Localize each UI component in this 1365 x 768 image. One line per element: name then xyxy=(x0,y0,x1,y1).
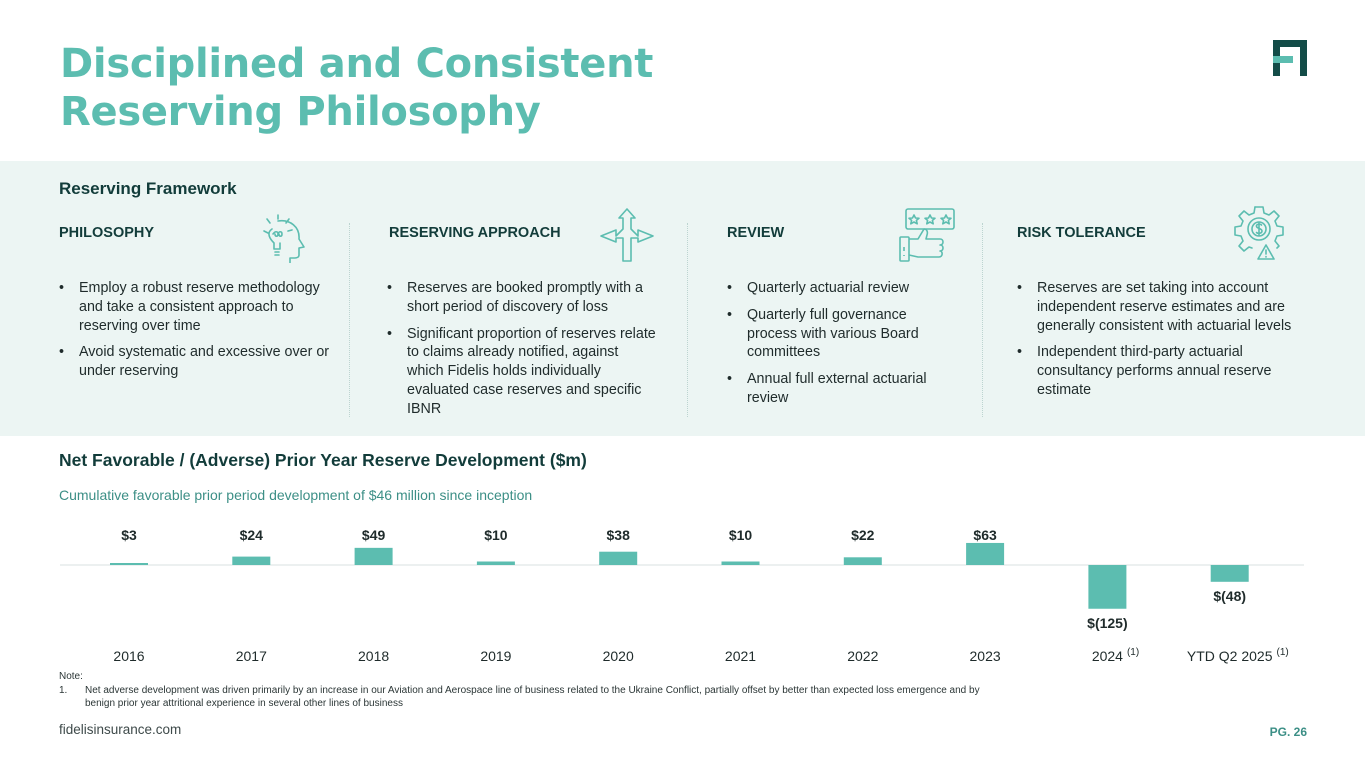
column-divider xyxy=(349,223,350,417)
column-divider xyxy=(687,223,688,417)
data-label: $(125) xyxy=(1087,615,1127,631)
split-arrows-icon xyxy=(600,208,654,262)
list-item: Reserves are set taking into account ind… xyxy=(1017,279,1297,335)
data-label: $24 xyxy=(240,527,264,543)
page-title-line-1: Disciplined and Consistent xyxy=(60,41,654,87)
philosophy-column: PHILOSOPHY Employ a robust reserve metho… xyxy=(0,161,350,436)
note-text: Net adverse development was driven prima… xyxy=(85,684,980,710)
risk-tolerance-column: RISK TOLERANCE Reserves are set taking i… xyxy=(983,161,1365,436)
fidelis-logo xyxy=(1273,40,1307,76)
footnote: Note: 1. Net adverse development was dri… xyxy=(59,670,1009,711)
chart-subtitle: Cumulative favorable prior period develo… xyxy=(59,487,533,503)
reserving-approach-heading: RESERVING APPROACH xyxy=(389,225,561,241)
risk-tolerance-bullets: Reserves are set taking into account ind… xyxy=(1017,279,1297,408)
data-label: $49 xyxy=(362,527,386,543)
data-label: $(48) xyxy=(1213,588,1246,604)
risk-tolerance-heading: RISK TOLERANCE xyxy=(1017,225,1146,241)
category-label: 2019 xyxy=(480,648,511,664)
list-item: Avoid systematic and excessive over or u… xyxy=(59,343,339,381)
reserving-approach-bullets: Reserves are booked promptly with a shor… xyxy=(387,279,657,427)
bar-2016 xyxy=(110,563,148,565)
list-item: Annual full external actuarial review xyxy=(727,370,957,408)
category-label: 2020 xyxy=(603,648,634,664)
bar-2019 xyxy=(476,561,515,565)
chart-title: Net Favorable / (Adverse) Prior Year Res… xyxy=(59,450,587,470)
framework-title: Reserving Framework xyxy=(59,179,237,198)
bar-2018 xyxy=(354,547,393,565)
data-label: $10 xyxy=(484,527,508,543)
list-item: Employ a robust reserve methodology and … xyxy=(59,279,339,335)
rating-thumbs-up-icon xyxy=(899,208,955,262)
data-label: $38 xyxy=(607,527,631,543)
category-label: YTD Q2 2025 xyxy=(1187,648,1273,664)
data-label: $10 xyxy=(729,527,753,543)
list-item: Reserves are booked promptly with a shor… xyxy=(387,279,657,317)
page-number: PG. 26 xyxy=(1269,725,1307,739)
bar-ytd-q2-2025 xyxy=(1210,565,1249,582)
page-title: Disciplined and Consistent Reserving Phi… xyxy=(60,40,760,136)
data-label: $22 xyxy=(851,527,875,543)
review-column: REVIEW Quarterly actuarial review Quarte… xyxy=(688,161,983,436)
column-divider xyxy=(982,223,983,417)
bar-2024 xyxy=(1088,565,1127,609)
list-item: Quarterly full governance process with v… xyxy=(727,306,957,362)
bar-2022 xyxy=(843,557,882,565)
review-heading: REVIEW xyxy=(727,225,785,241)
review-bullets: Quarterly actuarial review Quarterly ful… xyxy=(727,279,957,416)
note-item: 1. Net adverse development was driven pr… xyxy=(59,684,1009,711)
list-item: Significant proportion of reserves relat… xyxy=(387,325,657,419)
category-footnote-marker: (1) xyxy=(1277,647,1289,658)
idea-head-icon xyxy=(263,214,305,263)
reserving-approach-column: RESERVING APPROACH Reserves are booked p… xyxy=(350,161,688,436)
category-label: 2023 xyxy=(970,648,1001,664)
bar-2021 xyxy=(721,561,760,565)
category-label: 2024 xyxy=(1092,648,1123,664)
category-footnote-marker: (1) xyxy=(1127,647,1139,658)
philosophy-bullets: Employ a robust reserve methodology and … xyxy=(59,279,339,389)
category-label: 2018 xyxy=(358,648,389,664)
bar-2020 xyxy=(599,551,638,565)
data-label: $3 xyxy=(121,527,137,543)
list-item: Independent third-party actuarial consul… xyxy=(1017,343,1297,399)
bar-2023 xyxy=(966,542,1005,565)
reserving-framework-panel: Reserving Framework PHILOSOPHY Employ a … xyxy=(0,161,1365,436)
category-label: 2021 xyxy=(725,648,756,664)
reserve-development-bar-chart: $3 2016 $24 2017 $49 2018 $10 2019 $38 2020 $10 202… xyxy=(60,527,1304,664)
philosophy-heading: PHILOSOPHY xyxy=(59,225,155,241)
bar-2017 xyxy=(232,556,271,565)
page-title-line-2: Reserving Philosophy xyxy=(60,89,541,135)
footer-url: fidelisinsurance.com xyxy=(59,722,182,737)
list-item: Quarterly actuarial review xyxy=(727,279,957,298)
category-label: 2016 xyxy=(113,648,144,664)
category-label: 2017 xyxy=(236,648,267,664)
category-label: 2022 xyxy=(847,648,878,664)
data-label: $63 xyxy=(973,527,997,543)
note-label: Note: xyxy=(59,671,83,682)
note-number: 1. xyxy=(59,684,68,696)
gear-dollar-warning-icon xyxy=(1234,206,1284,260)
